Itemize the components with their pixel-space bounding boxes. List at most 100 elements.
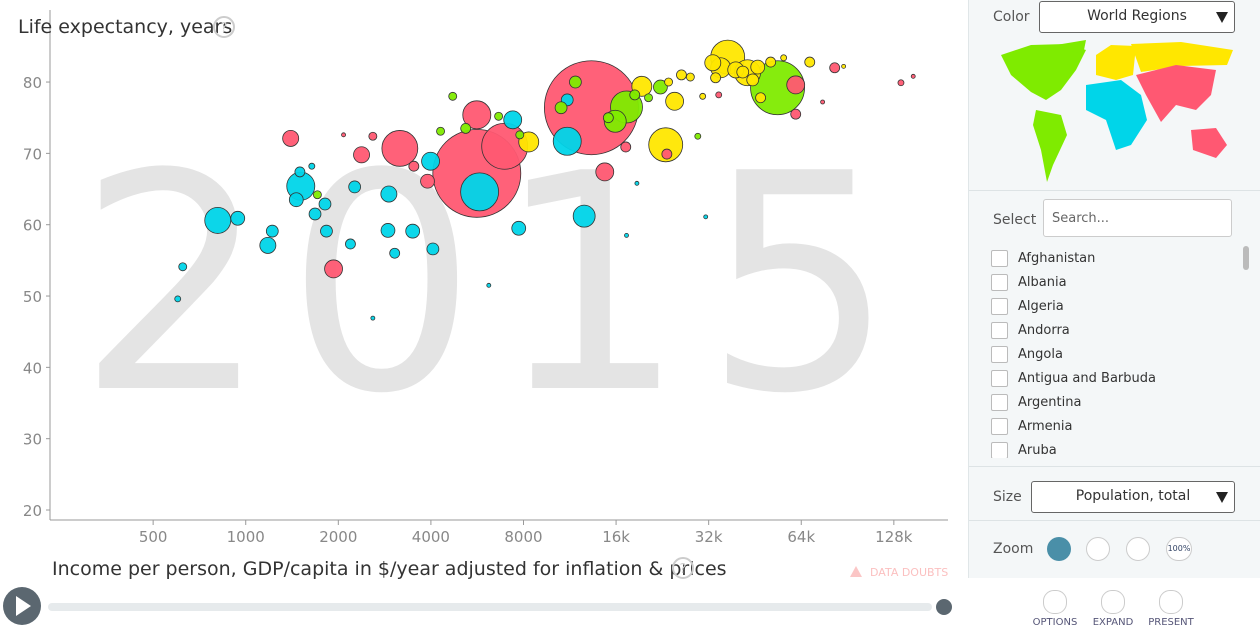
options-button[interactable]: OPTIONS — [1025, 590, 1085, 628]
help-icon[interactable] — [213, 16, 235, 38]
checkbox[interactable] — [991, 369, 1008, 387]
bubble — [462, 100, 492, 130]
bubble — [265, 224, 279, 238]
y-tick-label: 50 — [23, 288, 42, 306]
bubble — [515, 130, 525, 140]
bubble — [897, 79, 905, 87]
bubble — [421, 151, 440, 171]
zoom-reset[interactable]: 100% — [1166, 537, 1192, 561]
color-select[interactable]: World Regions — [1039, 1, 1235, 33]
bubbles — [174, 39, 916, 321]
country-item[interactable]: Argentina — [991, 390, 1241, 414]
bubble — [648, 127, 684, 163]
bubble — [448, 91, 458, 101]
checkbox[interactable] — [991, 441, 1008, 458]
bubble — [750, 59, 766, 75]
y-axis-label: Life expectancy, years — [18, 16, 232, 38]
checkbox[interactable] — [991, 249, 1008, 267]
bubble — [665, 91, 684, 111]
dropdown-arrow — [1216, 492, 1228, 503]
zoom-label: Zoom — [993, 541, 1034, 557]
country-item[interactable]: Angola — [991, 342, 1241, 366]
color-select-text: World Regions — [1087, 8, 1187, 24]
country-item[interactable]: Albania — [991, 270, 1241, 294]
zoom-out[interactable] — [1126, 537, 1150, 561]
sidebar: Color World Regions Select Search... Afg… — [968, 0, 1260, 578]
country-item[interactable]: Andorra — [991, 318, 1241, 342]
zoom-in[interactable] — [1086, 537, 1110, 561]
bubble — [755, 92, 766, 104]
bubble — [736, 65, 750, 79]
bubble — [790, 108, 802, 120]
x-axis-label: Income per person, GDP/capita in $/year … — [52, 558, 727, 580]
size-select[interactable]: Population, total — [1031, 481, 1235, 513]
checkbox[interactable] — [991, 297, 1008, 315]
bubble — [460, 172, 500, 212]
play-icon — [16, 596, 31, 616]
search-placeholder: Search... — [1052, 211, 1110, 226]
country-name: Armenia — [1018, 418, 1073, 434]
bubble — [786, 75, 806, 95]
checkbox[interactable] — [991, 321, 1008, 339]
divider — [969, 466, 1260, 467]
region-map[interactable] — [991, 40, 1237, 185]
checkbox[interactable] — [991, 393, 1008, 411]
bubble — [634, 180, 640, 186]
y-tick-label: 20 — [23, 502, 42, 520]
expand-button[interactable]: EXPAND — [1083, 590, 1143, 628]
bubble — [380, 223, 396, 238]
dropdown-arrow — [1216, 12, 1228, 23]
bubble — [436, 126, 445, 136]
bubble — [746, 73, 760, 87]
country-item[interactable]: Algeria — [991, 294, 1241, 318]
bubble — [624, 232, 629, 238]
bubble — [460, 123, 472, 134]
scrollbar[interactable] — [1243, 246, 1249, 270]
bubble — [259, 236, 277, 254]
country-item[interactable]: Antigua and Barbuda — [991, 366, 1241, 390]
bubble — [780, 54, 788, 62]
bubble — [554, 101, 568, 115]
country-item[interactable]: Afghanistan — [991, 246, 1241, 270]
help-icon[interactable] — [672, 557, 694, 579]
bubble — [620, 141, 632, 153]
bubble — [389, 247, 401, 259]
country-item[interactable]: Armenia — [991, 414, 1241, 438]
bubble — [644, 93, 653, 103]
country-name: Algeria — [1018, 298, 1064, 314]
bubble — [569, 75, 582, 89]
timeline-handle[interactable] — [936, 599, 952, 615]
bubble — [518, 131, 540, 153]
bubble — [294, 166, 306, 178]
country-item[interactable]: Aruba — [991, 438, 1241, 458]
country-name: Angola — [1018, 346, 1063, 362]
bubble — [595, 162, 615, 182]
size-label: Size — [993, 489, 1022, 505]
chart: 2015 Life expectancy, years ? Income per… — [3, 10, 952, 625]
x-tick-label: 2000 — [319, 528, 357, 546]
bubble — [486, 282, 492, 288]
bubble — [653, 79, 668, 95]
x-tick-label: 4000 — [412, 528, 450, 546]
x-tick-label: 16k — [602, 528, 630, 546]
bubble — [308, 162, 316, 170]
x-tick-label: 8000 — [504, 528, 542, 546]
checkbox[interactable] — [991, 273, 1008, 291]
present-button[interactable]: PRESENT — [1141, 590, 1201, 628]
timeline-track[interactable] — [48, 603, 932, 611]
bubble — [910, 73, 916, 79]
bubble — [704, 54, 722, 72]
bubble — [345, 238, 356, 250]
search-input[interactable]: Search... — [1043, 199, 1232, 237]
zoom-pointer[interactable] — [1047, 537, 1071, 561]
bubble — [282, 129, 300, 147]
divider — [969, 520, 1260, 521]
country-name: Afghanistan — [1018, 250, 1096, 266]
color-label: Color — [993, 9, 1030, 25]
data-doubts[interactable]: DATA DOUBTS — [870, 566, 948, 579]
checkbox[interactable] — [991, 345, 1008, 363]
country-name: Aruba — [1018, 442, 1057, 458]
checkbox[interactable] — [991, 417, 1008, 435]
bubble — [288, 192, 304, 208]
